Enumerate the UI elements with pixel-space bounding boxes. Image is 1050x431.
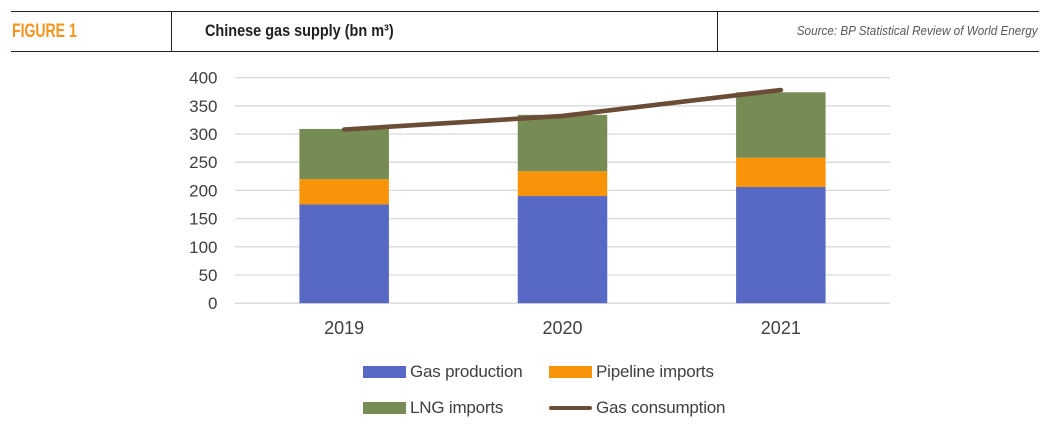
figure-label: FIGURE 1 [12,20,77,43]
legend-item-gas-consumption: Gas consumption [549,398,726,417]
x-axis-label-2020: 2020 [542,318,582,338]
bar-segment-2019-pipeline-imports [299,179,389,205]
y-axis-label-250: 250 [189,153,217,172]
figure-label-cell: FIGURE 1 [11,12,172,51]
legend-swatch-gas-production [363,366,406,378]
bar-segment-2019-gas-production [299,204,389,304]
y-axis-label-200: 200 [189,181,217,200]
x-axis-label-2021: 2021 [761,318,801,338]
chart-title-cell: Chinese gas supply (bn m³) [172,12,718,51]
legend-swatch-pipeline-imports [549,366,592,378]
legend-item-lng-imports: LNG imports [363,398,504,417]
y-axis-label-50: 50 [199,266,218,285]
y-axis-label-100: 100 [189,238,217,257]
bar-segment-2021-pipeline-imports [736,157,826,188]
legend-item-pipeline-imports: Pipeline imports [549,362,714,381]
bar-segment-2019-lng-imports [299,128,389,180]
bar-segment-2020-lng-imports [517,114,608,172]
legend-label-gas-consumption: Gas consumption [596,398,726,417]
y-axis-label-300: 300 [189,125,217,144]
chart-title: Chinese gas supply (bn m³) [204,21,394,41]
legend-item-gas-production: Gas production [363,362,523,381]
source-cell: Source: BP Statistical Review of World E… [718,12,1040,51]
line-gas-consumption [341,87,784,132]
y-axis-label-0: 0 [208,294,217,313]
figure-header: FIGURE 1 Chinese gas supply (bn m³) Sour… [11,11,1039,52]
bar-segment-2020-gas-production [517,196,608,304]
bar-segment-2021-gas-production [736,187,826,304]
bar-segment-2020-pipeline-imports [517,171,608,197]
legend-label-pipeline-imports: Pipeline imports [596,362,714,381]
x-axis-label-2019: 2019 [324,318,364,338]
bar-segment-2021-lng-imports [736,92,826,158]
legend-label-gas-production: Gas production [410,362,523,381]
y-axis-label-350: 350 [189,97,217,116]
legend-label-lng-imports: LNG imports [410,398,504,417]
legend-swatch-lng-imports [363,402,406,414]
y-axis-label-400: 400 [189,69,217,88]
y-axis-label-150: 150 [189,210,217,229]
source-text: Source: BP Statistical Review of World E… [797,22,1038,38]
legend-swatch-gas-consumption [549,405,592,411]
